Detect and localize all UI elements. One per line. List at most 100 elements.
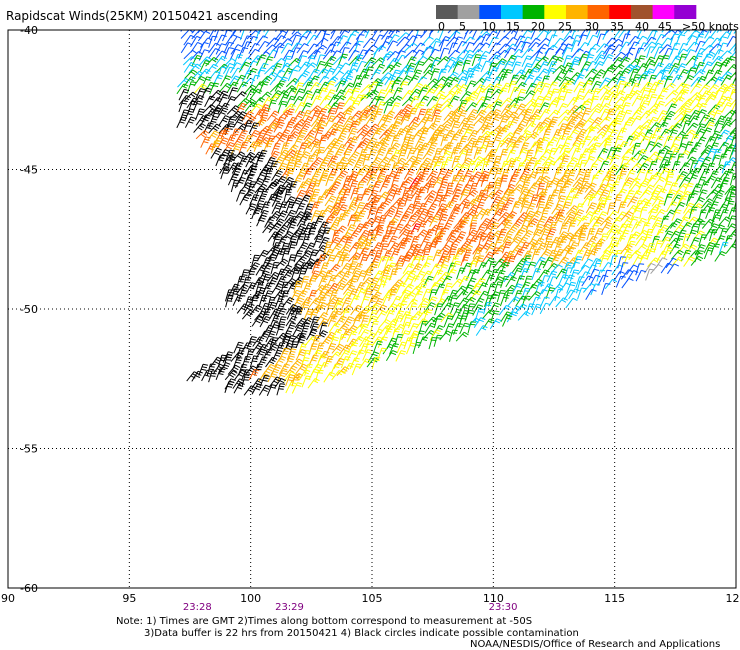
wind-barb: [614, 76, 622, 88]
wind-barb-flag: [339, 137, 345, 141]
wind-barb-flag: [318, 149, 325, 151]
wind-barb: [587, 148, 593, 161]
wind-barb-flag: [330, 110, 336, 112]
wind-barb-flag: [589, 89, 595, 92]
wind-barb: [379, 72, 389, 82]
wind-barb-flag: [467, 129, 473, 132]
wind-barb-flag: [270, 126, 276, 130]
wind-barb-flag: [295, 179, 301, 182]
wind-barb-flag: [660, 176, 666, 181]
wind-barb: [439, 103, 449, 113]
wind-barb: [313, 47, 320, 59]
wind-barb-flag: [393, 126, 399, 130]
wind-barb-flag: [316, 88, 322, 92]
wind-barb-flag: [292, 87, 298, 91]
wind-barb-flag: [369, 119, 375, 122]
wind-barb-flag: [573, 96, 579, 100]
wind-barb-flag: [312, 30, 317, 32]
wind-barb-flag: [675, 42, 681, 45]
wind-barb-flag: [479, 90, 486, 93]
wind-barb-flag: [440, 94, 446, 98]
wind-barb-flag: [461, 112, 467, 115]
wind-barb-flag: [640, 151, 647, 154]
wind-barb: [406, 147, 412, 160]
wind-barb: [581, 108, 587, 120]
wind-barb-flag: [525, 176, 531, 179]
wind-barb: [529, 50, 539, 60]
wind-barb: [621, 148, 630, 159]
wind-barb-flag: [559, 98, 565, 101]
wind-barb-flag: [667, 44, 672, 48]
wind-barb: [534, 126, 540, 139]
wind-barb: [478, 130, 488, 141]
wind-barb-flag: [257, 142, 263, 145]
wind-barb-flag: [250, 103, 256, 108]
wind-barb-flag: [379, 150, 385, 154]
wind-barb-flag: [282, 133, 288, 137]
wind-barb: [365, 109, 375, 120]
wind-barb: [371, 127, 379, 139]
wind-barb-flag: [619, 83, 625, 85]
wind-barb-flag: [674, 33, 680, 36]
wind-barb: [282, 56, 288, 68]
wind-barb-flag: [559, 37, 565, 42]
wind-barb-flag: [254, 42, 260, 46]
wind-barb: [552, 37, 561, 49]
wind-barb-flag: [630, 169, 636, 173]
wind-barb: [247, 48, 256, 60]
wind-barb-flag: [408, 170, 414, 174]
wind-barb-flag: [301, 55, 307, 58]
wind-barb-flag: [724, 129, 730, 133]
wind-barb-flag: [424, 127, 430, 130]
wind-barb-flag: [270, 102, 276, 105]
wind-barb-flag: [555, 96, 561, 101]
wind-barb-flag: [641, 65, 647, 69]
wind-barb-flag: [229, 141, 235, 145]
wind-barb-flag: [333, 76, 339, 80]
wind-barb-flag: [579, 73, 585, 77]
wind-barb-flag: [243, 81, 249, 85]
wind-barb-flag: [462, 127, 468, 130]
wind-barb-flag: [286, 62, 292, 66]
wind-barb-flag: [322, 114, 328, 118]
wind-barb-flag: [655, 144, 661, 148]
wind-barb-flag: [527, 62, 533, 66]
wind-barb-flag: [391, 129, 397, 133]
wind-barb-flag: [199, 90, 205, 93]
wind-barb: [195, 88, 201, 100]
wind-barb-flag: [449, 129, 455, 133]
wind-barb-flag: [452, 63, 458, 67]
wind-barb-flag: [258, 122, 263, 126]
wind-barb-flag: [657, 138, 663, 141]
wind-barb-flag: [551, 57, 557, 61]
wind-barb-flag: [619, 78, 625, 81]
wind-barb-flag: [305, 61, 311, 65]
wind-barb-flag: [668, 176, 674, 178]
wind-barb-flag: [330, 143, 336, 147]
wind-barb-flag: [275, 93, 281, 97]
wind-barb-flag: [726, 147, 732, 149]
wind-barb-flag: [538, 83, 543, 87]
wind-barb: [422, 148, 431, 160]
wind-barb-flag: [590, 155, 596, 159]
wind-barb-flag: [247, 70, 253, 73]
wind-barb-flag: [517, 139, 523, 143]
wind-barb: [324, 43, 332, 55]
legend-label: 5: [459, 20, 466, 33]
wind-barb: [421, 69, 430, 80]
wind-barb: [439, 82, 449, 92]
wind-barb-flag: [342, 156, 348, 160]
wind-barb-flag: [718, 103, 724, 107]
wind-barb-flag: [478, 119, 483, 124]
wind-barb-flag: [252, 124, 259, 127]
wind-barb: [347, 128, 354, 140]
wind-barb-flag: [711, 95, 717, 99]
wind-barb-flag: [319, 146, 325, 149]
wind-barb-flag: [309, 131, 315, 136]
wind-barb-flag: [570, 120, 576, 124]
wind-barb-flag: [318, 157, 324, 161]
wind-barb: [382, 64, 392, 75]
wind-barb: [338, 53, 344, 66]
wind-barb-flag: [204, 130, 209, 134]
wind-barb-flag: [397, 132, 403, 136]
